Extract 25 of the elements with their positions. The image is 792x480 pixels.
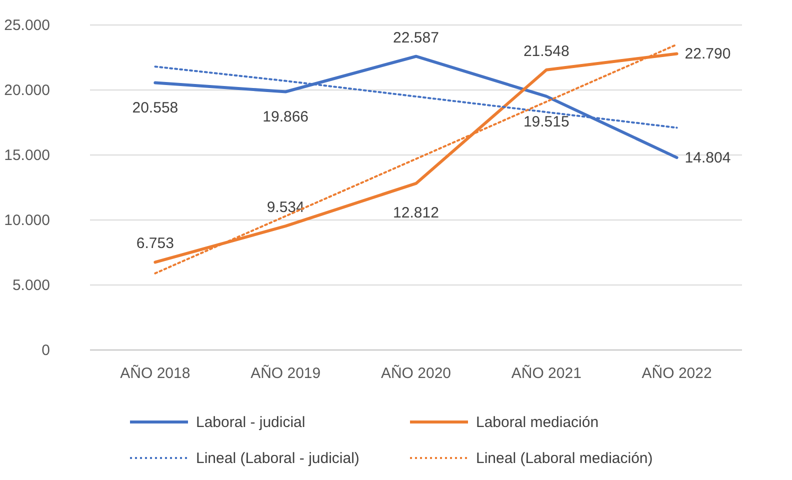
data-label: 19.515 [523,113,570,130]
data-label: 9.534 [266,199,304,216]
legend-label: Laboral - judicial [196,414,306,431]
x-tick-label: AÑO 2022 [642,364,712,382]
y-tick-label: 5.000 [12,277,50,294]
data-label: 6.753 [136,235,174,252]
y-tick-label: 25.000 [4,17,50,34]
data-label: 21.548 [523,42,570,60]
legend-label: Lineal (Laboral - judicial) [196,450,360,467]
legend-label: Lineal (Laboral mediación) [476,450,653,467]
y-tick-label: 0 [42,342,50,359]
data-label: 14.804 [684,150,731,167]
data-label: 20.558 [132,100,178,117]
x-tick-label: AÑO 2019 [250,364,321,382]
y-tick-label: 20.000 [4,82,50,99]
data-label: 22.790 [684,46,731,63]
legend-label: Laboral mediación [476,414,599,431]
x-tick-label: AÑO 2018 [120,364,190,382]
data-label: 12.812 [393,204,439,222]
x-tick-label: AÑO 2021 [511,364,582,382]
data-label: 19.866 [262,108,309,126]
y-tick-label: 15.000 [4,147,50,164]
x-tick-label: AÑO 2020 [380,364,452,382]
y-tick-label: 10.000 [4,212,50,229]
data-label: 22.587 [393,29,439,46]
